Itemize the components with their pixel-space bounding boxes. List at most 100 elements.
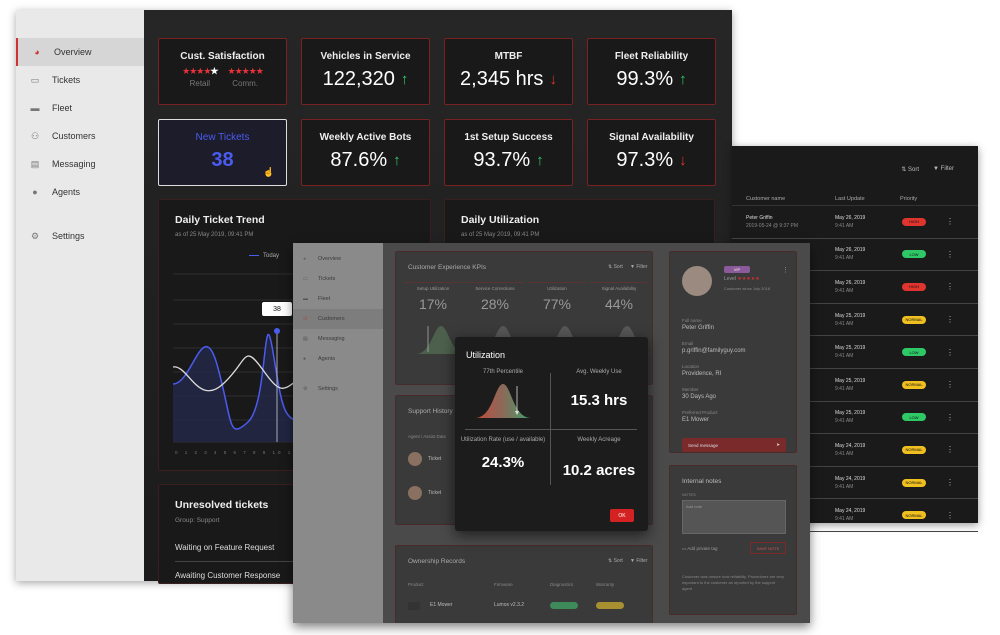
- update-time: 9:41 AM: [835, 222, 854, 229]
- more-options-icon[interactable]: ⋮: [946, 282, 954, 292]
- priority-badge: LOW: [902, 348, 926, 357]
- list-item[interactable]: Ticket: [408, 452, 441, 466]
- panel-title: Unresolved tickets: [175, 499, 269, 511]
- priority-badge: NORMAL: [902, 315, 926, 324]
- note-text: Customer was unsure how reliability. Pro…: [682, 574, 784, 591]
- sidebar-item-messaging[interactable]: ▤ Messaging: [16, 150, 144, 178]
- sort-button[interactable]: ⇅ Sort: [608, 558, 623, 564]
- kpi-card-new-tickets[interactable]: New Tickets 38 ☝: [158, 119, 287, 186]
- filter-button[interactable]: ▼ Filter: [630, 558, 647, 564]
- more-options-icon[interactable]: ⋮: [946, 249, 954, 259]
- table-row[interactable]: Peter Griffin 2019-05-24 @ 9:37 PM May 26,…: [732, 206, 978, 239]
- update-time: 9:41 AM: [835, 418, 854, 425]
- priority-badge: LOW: [902, 413, 926, 422]
- kpi-card-signal[interactable]: Signal Availability 97.3% ↓: [587, 119, 716, 186]
- more-options-icon[interactable]: ⋮: [946, 315, 954, 325]
- kpi-card-satisfaction[interactable]: Cust. Satisfaction ★★★★★ Retail ★★★★★ Comm…: [158, 38, 287, 105]
- more-options-icon[interactable]: ⋮: [782, 267, 789, 274]
- sidebar-item-settings[interactable]: ⚙ Settings: [293, 379, 383, 399]
- column-header[interactable]: Priority: [900, 195, 918, 202]
- table-row[interactable]: May 24, 2019 9:41 AM NORMAL ⋮: [732, 434, 978, 467]
- send-message-button[interactable]: Send message ➤: [682, 438, 786, 452]
- kpi-card-vehicles[interactable]: Vehicles in Service 122,320 ↑: [301, 38, 430, 105]
- kpi-card-fleet-reliability[interactable]: Fleet Reliability 99.3% ↑: [587, 38, 716, 105]
- update-date: May 26, 2019: [835, 279, 866, 286]
- customer-name: Peter Griffin: [746, 214, 773, 221]
- sidebar-item-settings[interactable]: ⚙ Settings: [16, 222, 144, 250]
- sidebar-item-overview[interactable]: ◕ Overview: [16, 38, 144, 66]
- table-row[interactable]: May 25, 2019 9:41 AM NORMAL ⋮: [732, 304, 978, 337]
- more-options-icon[interactable]: ⋮: [946, 478, 954, 488]
- update-cell: May 26, 2019 9:41 AM: [835, 246, 865, 262]
- data-point-marker[interactable]: [274, 328, 280, 334]
- update-date: May 25, 2019: [835, 312, 866, 319]
- kpi-label: Fleet Reliability: [614, 51, 689, 62]
- sidebar-item-fleet[interactable]: ▬ Fleet: [16, 94, 144, 122]
- sidebar-item-customers[interactable]: ⚇ Customers: [293, 309, 383, 329]
- mini-kpi[interactable]: Signal Availability 44%: [590, 282, 648, 358]
- more-options-icon[interactable]: ⋮: [946, 510, 954, 520]
- more-options-icon[interactable]: ⋮: [946, 380, 954, 390]
- sort-button[interactable]: ⇅ Sort: [901, 166, 919, 173]
- update-date: May 26, 2019: [835, 247, 866, 254]
- table-row[interactable]: May 25, 2019 9:41 AM NORMAL ⋮: [732, 369, 978, 402]
- table-row[interactable]: May 26, 2019 9:41 AM HIGH ⋮: [732, 271, 978, 304]
- list-item[interactable]: Ticket: [408, 486, 441, 500]
- mini-kpi[interactable]: Service Corrections 28%: [466, 282, 524, 358]
- arrow-down-icon: ↓: [679, 152, 687, 169]
- table-row[interactable]: May 24, 2019 9:41 AM NORMAL ⋮: [732, 499, 978, 532]
- distribution-curve: [475, 384, 531, 419]
- mini-kpi-value: 28%: [480, 296, 510, 312]
- sidebar-item-label: Messaging: [52, 159, 96, 169]
- kpi-card-mtbf[interactable]: MTBF 2,345 hrs ↓: [444, 38, 573, 105]
- table-row[interactable]: May 24, 2019 9:41 AM NORMAL ⋮: [732, 467, 978, 500]
- sidebar-item-tickets[interactable]: ▭ Tickets: [16, 66, 144, 94]
- profile-fields: Full name Peter Griffin Email p.griffin@…: [682, 308, 746, 423]
- kpi-label: Cust. Satisfaction: [180, 51, 265, 62]
- filter-button[interactable]: ▼ Filter: [630, 264, 647, 270]
- field-value: Peter Griffin: [682, 325, 714, 331]
- sidebar-item-tickets[interactable]: ▭ Tickets: [293, 269, 383, 289]
- sidebar-item-overview[interactable]: ◕ Overview: [293, 249, 383, 269]
- sidebar-item-customers[interactable]: ⚇ Customers: [16, 122, 144, 150]
- add-tag-button[interactable]: ▭ Add private tag: [682, 546, 718, 552]
- sidebar-item-label: Agents: [318, 356, 336, 362]
- kpi-label: MTBF: [494, 51, 523, 62]
- more-options-icon[interactable]: ⋮: [946, 347, 954, 357]
- more-options-icon[interactable]: ⋮: [946, 445, 954, 455]
- save-note-button[interactable]: SAVE NOTE: [750, 542, 786, 554]
- gear-icon: ⚙: [303, 386, 308, 392]
- modal-title: Utilization: [466, 350, 506, 360]
- column-header[interactable]: Last Update: [835, 195, 865, 202]
- mini-kpi-label: Service Corrections: [475, 286, 515, 291]
- sort-button[interactable]: ⇅ Sort: [608, 264, 623, 270]
- unresolved-row[interactable]: Waiting on Feature Request: [175, 543, 275, 552]
- unresolved-row[interactable]: Awaiting Customer Response: [175, 571, 281, 580]
- panel-title: Daily Ticket Trend: [175, 214, 265, 226]
- mini-kpi[interactable]: Utilization 77%: [528, 282, 586, 358]
- table-row[interactable]: May 25, 2019 9:41 AM LOW ⋮: [732, 402, 978, 435]
- column-header: Warranty: [596, 582, 615, 587]
- more-options-icon[interactable]: ⋮: [946, 217, 954, 227]
- filter-label: Filter: [636, 558, 648, 564]
- field-value: 30 Days Ago: [682, 394, 717, 400]
- kpi-value: 99.3%: [616, 68, 674, 90]
- ok-button[interactable]: OK: [610, 509, 634, 522]
- kpi-label: Vehicles in Service: [320, 51, 411, 62]
- column-header[interactable]: Customer name: [746, 195, 786, 202]
- column-header: Product: [408, 582, 424, 587]
- sidebar-item-agents[interactable]: ● Agents: [16, 178, 144, 206]
- filter-button[interactable]: ▼ Filter: [933, 166, 954, 172]
- sidebar-item-messaging[interactable]: ▤ Messaging: [293, 329, 383, 349]
- sidebar-item-agents[interactable]: ● Agents: [293, 349, 383, 369]
- notes-textarea[interactable]: Add note: [682, 500, 786, 534]
- more-options-icon[interactable]: ⋮: [946, 412, 954, 422]
- card-title: Support History: [408, 408, 453, 415]
- kpi-card-weekly-bots[interactable]: Weekly Active Bots 87.6% ↑: [301, 119, 430, 186]
- field-value: E1 Mower: [682, 417, 710, 423]
- kpi-card-setup-success[interactable]: 1st Setup Success 93.7% ↑: [444, 119, 573, 186]
- table-row[interactable]: May 25, 2019 9:41 AM LOW ⋮: [732, 336, 978, 369]
- sidebar-item-fleet[interactable]: ▬ Fleet: [293, 289, 383, 309]
- mini-kpi[interactable]: Setup Utilization 17%: [404, 282, 462, 358]
- kpi-value: 93.7%: [473, 149, 531, 171]
